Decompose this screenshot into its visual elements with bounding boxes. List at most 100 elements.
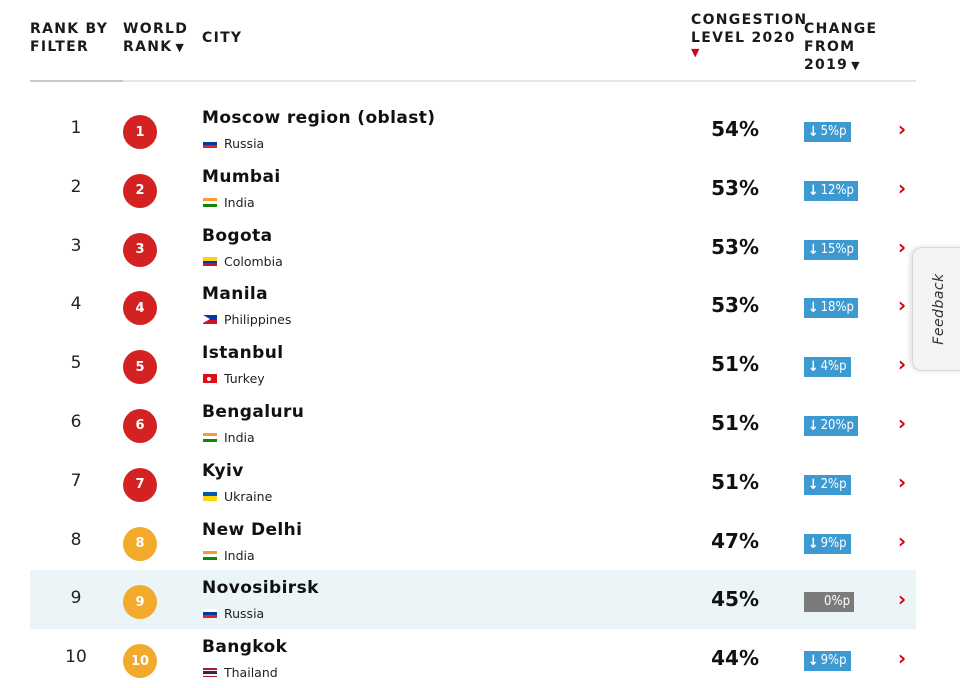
table-row[interactable]: 1 1 Moscow region (oblast) Russia 54% ↓ 5%p › xyxy=(30,100,916,159)
rank-by-filter: 6 xyxy=(70,411,82,432)
header-change-from-2019[interactable]: CHANGE FROM 2019 ▼ xyxy=(804,20,914,75)
country: Philippines xyxy=(203,312,291,327)
header-rank-by-filter[interactable]: RANK BY FILTER xyxy=(30,21,109,55)
change-badge: ↓ 15%p xyxy=(804,239,858,260)
city-name[interactable]: Bogota xyxy=(202,225,273,246)
change-value: 20%p xyxy=(820,417,854,433)
table-row[interactable]: 5 5 Istanbul Turkey 51% ↓ 4%p › xyxy=(30,335,916,394)
feedback-tab-label: Feedback xyxy=(931,273,947,345)
city-name[interactable]: Kyiv xyxy=(202,460,244,481)
table-row[interactable]: 2 2 Mumbai India 53% ↓ 12%p › xyxy=(30,159,916,218)
header-congestion-level[interactable]: CONGESTION LEVEL 2020 ▼ xyxy=(691,11,806,59)
arrow-down-icon: ↓ xyxy=(808,653,819,670)
world-rank-badge: 2 xyxy=(123,173,157,208)
table-row[interactable]: 9 9 Novosibirsk Russia 45% 0%p › xyxy=(30,570,916,630)
city-name[interactable]: New Delhi xyxy=(202,519,303,540)
country: India xyxy=(203,195,255,210)
city-name[interactable]: Istanbul xyxy=(202,343,284,364)
city-name[interactable]: Bangkok xyxy=(202,637,288,658)
world-rank-badge: 3 xyxy=(123,232,157,267)
feedback-tab[interactable]: Feedback xyxy=(912,247,960,371)
world-rank-badge: 9 xyxy=(123,585,157,620)
country-name: Thailand xyxy=(224,665,278,681)
congestion-level: 53% xyxy=(711,234,759,259)
table-row[interactable]: 6 6 Bengaluru India 51% ↓ 20%p › xyxy=(30,394,916,453)
city-name[interactable]: Manila xyxy=(202,284,269,305)
country: Thailand xyxy=(203,665,278,680)
change-badge: ↓ 2%p xyxy=(804,474,851,495)
arrow-down-icon: ↓ xyxy=(808,359,819,376)
change-value: 4%p xyxy=(820,359,847,375)
header-world-rank[interactable]: WORLD RANK ▼ xyxy=(123,20,193,57)
arrow-down-icon: ↓ xyxy=(808,535,819,552)
flag-turkey-icon xyxy=(203,374,217,384)
table-row[interactable]: 7 7 Kyiv Ukraine 51% ↓ 2%p › xyxy=(30,453,916,512)
chevron-right-icon[interactable]: › xyxy=(897,175,907,200)
country-name: India xyxy=(224,429,255,445)
sort-caret-active-icon: ▼ xyxy=(691,46,701,59)
world-rank-badge: 10 xyxy=(123,644,157,679)
city-name[interactable]: Bengaluru xyxy=(202,401,305,422)
world-rank-badge: 7 xyxy=(123,467,157,502)
congestion-level: 54% xyxy=(711,117,759,141)
country: Colombia xyxy=(203,254,283,269)
city-name[interactable]: Mumbai xyxy=(202,166,281,187)
table-row[interactable]: 10 10 Bangkok Thailand 44% ↓ 9%p › xyxy=(30,629,916,688)
arrow-down-icon: ↓ xyxy=(808,417,819,434)
country-name: Russia xyxy=(224,136,265,151)
change-value: 18%p xyxy=(820,300,854,316)
table-row[interactable]: 4 4 Manila Philippines 53% ↓ 18%p › xyxy=(30,276,916,335)
congestion-level: 45% xyxy=(711,587,759,612)
ranking-table-body: 1 1 Moscow region (oblast) Russia 54% ↓ 5%p › 2 2… xyxy=(30,100,916,688)
flag-ru-icon xyxy=(203,139,217,148)
change-badge: ↓ 12%p xyxy=(804,180,858,201)
world-rank-badge: 6 xyxy=(123,408,157,443)
flag-in-icon xyxy=(203,432,217,442)
country: Russia xyxy=(203,136,264,151)
header-city: CITY xyxy=(202,30,243,46)
country-name: India xyxy=(224,547,255,563)
change-value: 15%p xyxy=(820,241,854,257)
world-rank-badge: 8 xyxy=(123,526,157,561)
change-value: 0%p xyxy=(824,594,850,610)
congestion-level: 51% xyxy=(711,410,759,435)
chevron-right-icon[interactable]: › xyxy=(897,352,907,377)
flag-in-icon xyxy=(203,550,217,560)
flag-th-icon xyxy=(203,668,217,678)
chevron-right-icon[interactable]: › xyxy=(897,234,907,259)
chevron-right-icon[interactable]: › xyxy=(897,117,907,141)
city-name[interactable]: Moscow region (oblast) xyxy=(202,108,436,128)
rank-by-filter: 10 xyxy=(65,647,87,668)
chevron-right-icon[interactable]: › xyxy=(897,587,907,612)
chevron-right-icon[interactable]: › xyxy=(897,410,907,435)
congestion-level: 51% xyxy=(711,352,759,377)
table-row[interactable]: 3 3 Bogota Colombia 53% ↓ 15%p › xyxy=(30,218,916,277)
change-value: 12%p xyxy=(820,182,854,198)
sort-caret-icon: ▼ xyxy=(851,59,861,72)
change-badge: 0%p xyxy=(804,592,854,613)
table-row[interactable]: 8 8 New Delhi India 47% ↓ 9%p › xyxy=(30,512,916,571)
chevron-right-icon[interactable]: › xyxy=(897,528,907,553)
change-badge: ↓ 9%p xyxy=(804,533,851,554)
change-value: 9%p xyxy=(820,535,847,551)
arrow-down-icon: ↓ xyxy=(808,124,819,140)
header-world-rank-label: WORLD RANK xyxy=(123,21,189,55)
chevron-right-icon[interactable]: › xyxy=(897,646,907,671)
chevron-right-icon[interactable]: › xyxy=(897,469,907,494)
rank-by-filter: 9 xyxy=(70,588,82,609)
flag-ru-icon xyxy=(203,609,217,619)
world-rank-badge: 1 xyxy=(123,115,157,149)
world-rank-badge: 4 xyxy=(123,291,157,326)
chevron-right-icon[interactable]: › xyxy=(897,293,907,318)
city-name[interactable]: Novosibirsk xyxy=(202,578,319,599)
world-rank-badge: 5 xyxy=(123,350,157,385)
rank-by-filter: 7 xyxy=(70,470,82,491)
header-change-label: CHANGE FROM 2019 xyxy=(804,21,878,73)
congestion-level: 53% xyxy=(711,293,759,318)
rank-by-filter: 3 xyxy=(70,235,82,256)
arrow-down-icon: ↓ xyxy=(808,476,819,493)
congestion-level: 47% xyxy=(711,528,759,553)
rank-by-filter: 5 xyxy=(70,353,82,374)
country: India xyxy=(203,430,255,445)
change-badge: ↓ 18%p xyxy=(804,298,858,319)
